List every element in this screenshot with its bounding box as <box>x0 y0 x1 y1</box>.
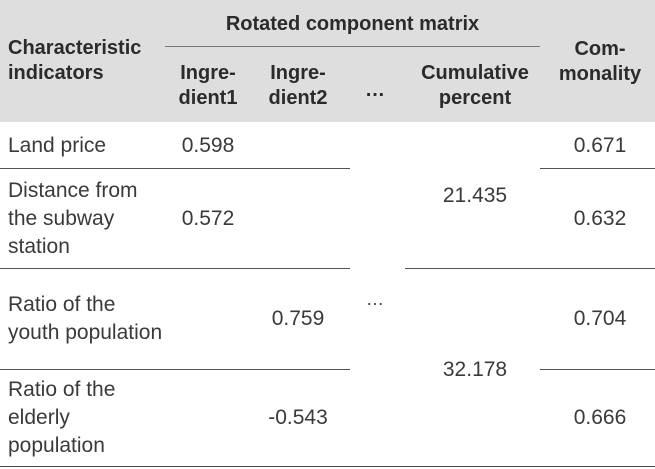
header-commonality-label: Com-monality <box>558 38 642 85</box>
value-cell: 0.572 <box>181 207 235 230</box>
row3-divider-left <box>0 369 350 370</box>
row1-commonality: 0.671 <box>545 124 655 168</box>
header-ellipsis-label: … <box>365 78 385 101</box>
row4-ingredient1 <box>168 375 248 461</box>
value-cell: 0.598 <box>181 134 235 157</box>
header-ellipsis: … <box>355 75 395 105</box>
row-indicator-land-price: Land price <box>8 124 168 168</box>
header-ingredient1-label: Ingre-dient1 <box>178 62 238 109</box>
row3-ingredient1 <box>168 276 248 362</box>
value-cell: 32.178 <box>442 358 508 381</box>
header-ingredient1: Ingre-dient1 <box>168 58 248 114</box>
row3-ingredient2: 0.759 <box>258 276 338 362</box>
row2-ingredient2 <box>258 176 338 262</box>
cumulative-group1: 21.435 <box>405 176 545 216</box>
header-group-underline <box>165 46 540 47</box>
row4-commonality: 0.666 <box>545 375 655 461</box>
header-cumulative-percent: Cumulative percent <box>405 58 545 114</box>
row-indicator-distance-subway: Distance from the subway station <box>8 176 168 262</box>
table-bottom-border <box>0 466 655 467</box>
header-cumulative-label: Cumulative percent <box>421 62 529 109</box>
row2-ingredient1: 0.572 <box>168 176 248 262</box>
row2-commonality: 0.632 <box>545 176 655 262</box>
value-cell: 21.435 <box>442 184 508 207</box>
value-cell: 0.759 <box>271 307 325 330</box>
indicator-label: Ratio of the youth population <box>8 293 163 344</box>
header-characteristic-label: Characteristic indicators <box>8 37 142 84</box>
row3-commonality: 0.704 <box>545 276 655 362</box>
indicator-label: Ratio of the elderly population <box>8 378 116 457</box>
row-indicator-elderly-population: Ratio of the elderly population <box>8 375 168 461</box>
row1-ingredient2 <box>258 124 338 168</box>
header-characteristic-indicators: Characteristic indicators <box>8 30 168 92</box>
indicator-label: Land price <box>8 134 107 157</box>
row1-ingredient1: 0.598 <box>168 124 248 168</box>
row2-divider-left <box>0 268 350 269</box>
value-cell: -0.543 <box>268 406 328 429</box>
value-cell: 0.671 <box>573 134 627 157</box>
row-indicator-youth-population: Ratio of the youth population <box>8 276 168 362</box>
value-cell: 0.666 <box>573 406 627 429</box>
cumulative-group2: 32.178 <box>405 350 545 390</box>
header-group-label: Rotated component matrix <box>225 12 480 35</box>
row1-divider-left <box>0 168 350 169</box>
value-cell: 0.704 <box>573 307 627 330</box>
header-commonality: Com-monality <box>545 34 655 90</box>
value-cell: 0.632 <box>573 207 627 230</box>
row2-divider-right <box>405 268 655 269</box>
row3-divider-right <box>540 369 655 370</box>
header-ingredient2-label: Ingre-dient2 <box>268 62 328 109</box>
value-cell: … <box>366 289 384 309</box>
header-ingredient2: Ingre-dient2 <box>258 58 338 114</box>
header-rotated-component-matrix: Rotated component matrix <box>165 8 540 40</box>
row4-ingredient2: -0.543 <box>258 375 338 461</box>
row1-divider-right <box>540 168 655 169</box>
table-header-background <box>0 0 655 122</box>
ellipsis-body: … <box>355 284 395 314</box>
indicator-label: Distance from the subway station <box>8 179 138 258</box>
